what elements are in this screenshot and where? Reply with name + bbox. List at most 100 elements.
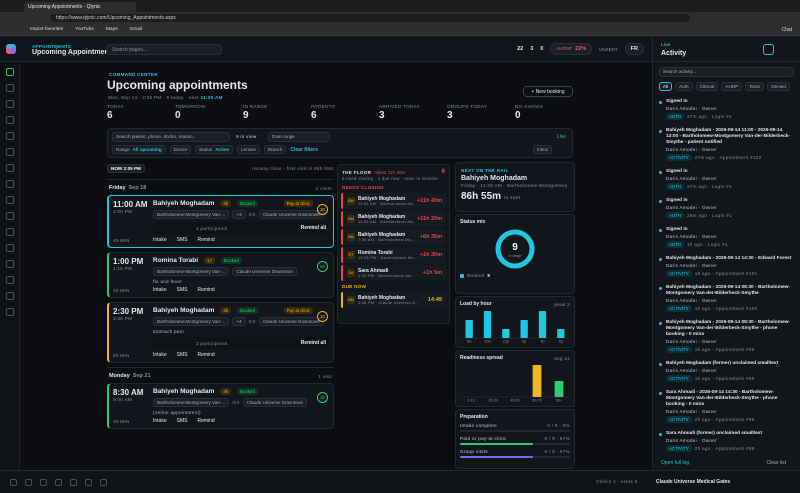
action[interactable]: SMS (176, 418, 188, 424)
bell[interactable] (763, 44, 774, 55)
nav-icon[interactable] (6, 276, 14, 284)
nav-icon[interactable] (6, 292, 14, 300)
action[interactable]: SMS (176, 237, 188, 243)
detail-row: Bartholomew-Montgomery Van-... 0/4 Claude … (153, 398, 329, 407)
activity-entry[interactable]: Signed in Daris Amodei · Owner AUTH 1h ago … (653, 223, 800, 252)
x-tick-label: 2p (522, 340, 526, 344)
filter-chip[interactable]: Branch (263, 145, 287, 154)
action[interactable]: Remind (197, 418, 215, 424)
bookmark[interactable]: Maps (105, 27, 118, 32)
open-full-log[interactable]: Open full log (661, 460, 690, 466)
clinic: Claude Universe Downtown (258, 317, 324, 326)
nav-icon[interactable] (6, 180, 14, 188)
nav-icon[interactable] (6, 116, 14, 124)
nav-icon[interactable] (6, 68, 14, 76)
nav-icon[interactable] (6, 164, 14, 172)
activity-entry[interactable]: Bahiyeh Moghadam - 2026-09-14 08:30 - Ba… (653, 316, 800, 357)
footer-icon[interactable] (40, 479, 47, 486)
activity-entry[interactable]: Signed in Daris Amodei · Owner AUTH 28m ago… (653, 194, 800, 223)
activity-tab[interactable]: Clinical (695, 82, 719, 91)
inbox[interactable]: Inbox (533, 145, 553, 154)
filter-chip[interactable]: Range All upcoming (112, 145, 166, 154)
footer-icon[interactable] (25, 479, 32, 486)
counter[interactable]: 22 (517, 46, 524, 52)
bookmark[interactable]: Gmail (129, 27, 143, 32)
activity-tab[interactable]: All (659, 82, 673, 91)
activity-entry[interactable]: Bahiyeh Moghadam - 2026-09-14 14:30 - Ed… (653, 252, 800, 281)
nav-icon[interactable] (6, 308, 14, 316)
filter-chip[interactable]: Status Active (195, 145, 233, 154)
activity-entry[interactable]: Sara Ahmadi (former) unclaimed smalltext… (653, 427, 800, 453)
nav-icon[interactable] (6, 196, 14, 204)
nav-icon[interactable] (6, 132, 14, 140)
activity-entry[interactable]: Signed in Daris Amodei · Owner AUTH 27m ago… (653, 165, 800, 194)
day-date: Sep 21 (132, 373, 151, 379)
floor-info: Bahiyeh Moghadam 11:00 AM · Bartholomew-M… (358, 196, 414, 206)
footer-icon[interactable] (70, 479, 77, 486)
appointment-card[interactable]: 1:00 PM 1:15 PM 15 MIN Romina Torabi 17 Booke… (107, 252, 334, 298)
action[interactable]: Remind (197, 237, 215, 243)
appointment-card[interactable]: 11:00 AM 1:00 PM 45 MIN Bahiyeh Moghadam 4k B… (107, 195, 334, 248)
action[interactable]: SMS (176, 352, 188, 358)
appointment-card[interactable]: 2:30 PM 3:30 PM 60 MIN Bahiyeh Moghadam 4k Bo… (107, 302, 334, 363)
new-booking-button[interactable]: + New booking (523, 86, 573, 97)
nav-icon[interactable] (6, 100, 14, 108)
action[interactable]: Intake (153, 352, 167, 358)
floor-row[interactable]: RT Romina Torabi 12:35 PM · Bartholomew-Mo… (341, 247, 446, 263)
activity-tab[interactable]: Team (745, 82, 765, 91)
name-row: Bahiyeh Moghadam 4k Booked (153, 388, 329, 395)
activity-entry[interactable]: Bahiyeh Moghadam - 2026-09-14 08:30 - Ba… (653, 281, 800, 316)
floor-row[interactable]: SA Sara Ahmadi 1:00 PM · Bartholomew-Mo...… (341, 265, 446, 281)
chat-button[interactable]: Chat (781, 27, 792, 33)
filter-chip[interactable]: Doctor (169, 145, 192, 154)
url[interactable]: https://www.qlynic.com/Upcoming_Appointm… (50, 14, 690, 22)
filter-chip[interactable]: Lenses (237, 145, 260, 154)
nav-icon[interactable] (6, 148, 14, 156)
activity-search[interactable]: Search activity... (659, 67, 794, 77)
activity-tab[interactable]: Denied (767, 82, 790, 91)
action[interactable]: Remind (197, 352, 215, 358)
legend-name: Booked (467, 273, 485, 278)
action[interactable]: Intake (153, 287, 167, 293)
activity-entry[interactable]: Sara Ahmadi - 2026-09-14 14:30 - Barthol… (653, 386, 800, 427)
action[interactable]: Remind (197, 287, 215, 293)
nav-icon[interactable] (6, 244, 14, 252)
footer-icon[interactable] (55, 479, 62, 486)
clear-list[interactable]: Clear list (766, 460, 786, 466)
logo[interactable] (6, 44, 16, 54)
action[interactable]: SMS (176, 287, 188, 293)
date-range[interactable]: Date range (268, 132, 330, 142)
page-search[interactable]: Search pages... (106, 44, 222, 55)
activity-entry[interactable]: Bahiyeh Moghadam (former) unclaimed smal… (653, 357, 800, 386)
footer-icon[interactable] (100, 479, 107, 486)
patient-search[interactable]: Search patient, phone, doctor, reason... (112, 132, 230, 142)
floor-row[interactable]: BM Bahiyeh Moghadam 11:00 AM · Bartholomew… (341, 193, 446, 209)
nav-icon[interactable] (6, 228, 14, 236)
clear-filters[interactable]: Clear filters (290, 146, 318, 153)
activity-entry[interactable]: Bahiyeh Moghadam - 2026-09-14 11:00 - 20… (653, 124, 800, 165)
floor-row[interactable]: BM Bahiyeh Moghadam 7:30 AM · Bartholomew-… (341, 229, 446, 245)
footer-icon[interactable] (10, 479, 17, 486)
counter[interactable]: 0 (540, 46, 544, 52)
remind-all[interactable]: Remind all (300, 225, 326, 231)
counter[interactable]: 3 (530, 46, 534, 52)
activity-tab[interactable]: Auth (675, 82, 693, 91)
ahosp-pill[interactable]: AHOSP 22% (550, 43, 593, 55)
bookmark[interactable]: YouTube (75, 27, 94, 32)
bookmark[interactable]: Import favorites (30, 27, 64, 32)
user-avatar[interactable]: FR (624, 43, 644, 55)
footer-icon[interactable] (85, 479, 92, 486)
appointment-card[interactable]: 8:30 AM 9:00 AM 30 MIN Bahiyeh Moghadam 4k Bo… (107, 383, 334, 429)
floor-row[interactable]: BM Bahiyeh Moghadam 11:00 AM · Bartholomew… (341, 211, 446, 227)
activity-entry[interactable]: Signed in Daris Amodei · Owner AUTH 27m ago… (653, 95, 800, 124)
remind-all[interactable]: Remind all (300, 340, 326, 346)
nav-icon[interactable] (6, 84, 14, 92)
floor-row[interactable]: BM Bahiyeh Moghadam 2:30 PM · Claude Unive… (341, 292, 446, 308)
activity-tab[interactable]: AHDP (721, 82, 743, 91)
nav-icon[interactable] (6, 260, 14, 268)
nav-icon[interactable] (6, 212, 14, 220)
floor-delta: +6h 35m (419, 234, 442, 240)
browser-tab[interactable]: Upcoming Appointments - Qlynic (24, 2, 136, 12)
action[interactable]: Intake (153, 418, 167, 424)
action[interactable]: Intake (153, 237, 167, 243)
